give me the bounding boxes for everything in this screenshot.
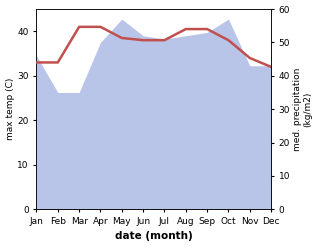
X-axis label: date (month): date (month) [115,231,193,242]
Y-axis label: med. precipitation
(kg/m2): med. precipitation (kg/m2) [293,67,313,151]
Y-axis label: max temp (C): max temp (C) [5,78,15,140]
